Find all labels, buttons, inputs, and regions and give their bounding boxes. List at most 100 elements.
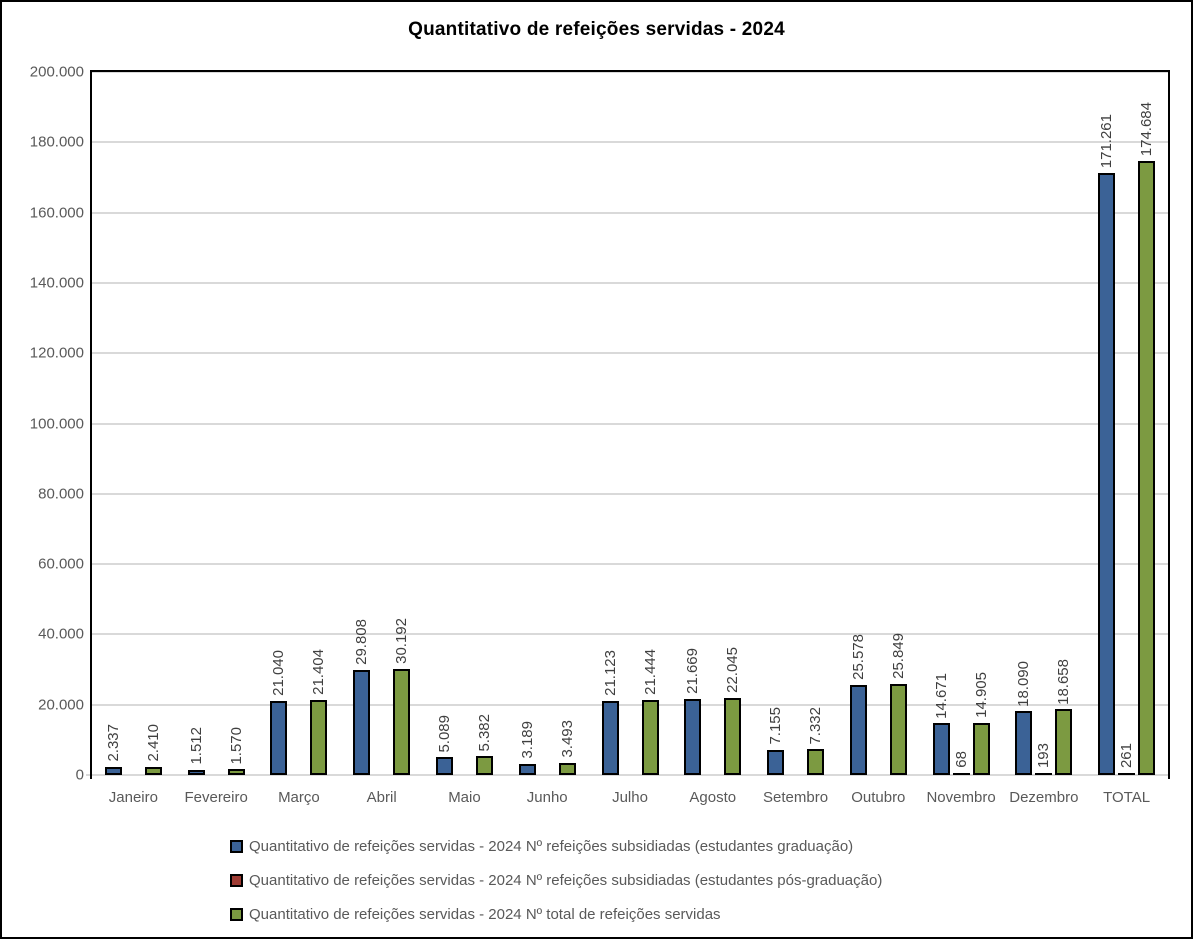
- bar-graduacao-abril: [353, 670, 371, 775]
- bar-value-label: 30.192: [392, 618, 412, 664]
- bar-value-label: 29.808: [352, 619, 372, 665]
- legend-swatch-icon: [230, 873, 243, 887]
- chart-title: Quantitativo de refeições servidas - 202…: [408, 19, 785, 40]
- bar-total-maio: [475, 756, 493, 775]
- bar-value-label: 68: [951, 751, 971, 768]
- x-axis-category-label: Outubro: [851, 789, 906, 806]
- bar-value-text: 14.671: [932, 672, 950, 719]
- bar-pos-graduacao-dezembro: [1035, 773, 1053, 775]
- bar-total-setembro: [807, 749, 825, 775]
- legend-swatch-icon: [230, 839, 243, 853]
- legend-swatch-icon: [230, 907, 243, 921]
- x-axis-category-label: Maio: [448, 789, 481, 806]
- bar-total-janeiro: [144, 766, 162, 775]
- bar-value-text: 3.493: [558, 720, 576, 758]
- bar-graduacao-maio: [435, 757, 453, 775]
- legend-label: Quantitativo de refeições servidas - 202…: [249, 871, 883, 889]
- bar-graduacao-total: [1098, 173, 1116, 775]
- bar-graduacao-agosto: [684, 698, 702, 775]
- bar-value-text: 193: [1035, 742, 1053, 768]
- x-axis-line: [86, 774, 1168, 776]
- x-axis-category-label: Dezembro: [1009, 789, 1079, 806]
- x-axis-category-label: Março: [278, 789, 320, 806]
- bar-graduacao-dezembro: [1015, 711, 1033, 775]
- x-axis-category-label: Novembro: [926, 789, 996, 806]
- gridline: [92, 563, 1168, 566]
- bar-value-label: 21.123: [600, 650, 620, 696]
- y-axis-tick-label: 40.000: [38, 625, 84, 643]
- bar-value-text: 14.905: [972, 671, 990, 718]
- bar-value-text: 29.808: [353, 619, 371, 666]
- y-axis-tick-label: 100.000: [29, 415, 84, 432]
- bar-value-label: 25.849: [888, 633, 908, 679]
- bar-graduacao-julho: [601, 700, 619, 775]
- y-axis-tick-label: 160.000: [29, 204, 84, 222]
- bar-value-text: 21.040: [270, 650, 288, 697]
- bar-value-text: 30.192: [393, 618, 411, 664]
- bar-value-text: 174.684: [1138, 101, 1156, 156]
- legend-label: Quantitativo de refeições servidas - 202…: [249, 837, 854, 855]
- x-axis-category-label: Agosto: [689, 789, 737, 806]
- bar-value-text: 25.578: [849, 634, 867, 681]
- bar-value-label: 14.671: [931, 673, 951, 719]
- bar-graduacao-novembro: [932, 723, 950, 775]
- bar-total-julho: [641, 699, 659, 775]
- bar-value-label: 171.261: [1097, 114, 1117, 168]
- bar-graduacao-janeiro: [104, 766, 122, 775]
- x-axis-category-label: Setembro: [763, 789, 829, 806]
- bar-value-label: 18.090: [1014, 661, 1034, 707]
- bar-value-text: 18.658: [1055, 658, 1073, 705]
- bar-value-text: 2.410: [144, 723, 162, 762]
- legend-item: Quantitativo de refeições servidas - 202…: [230, 829, 882, 863]
- bar-value-label: 21.669: [683, 648, 703, 694]
- bar-value-text: 1.512: [187, 727, 205, 765]
- chart-legend: Quantitativo de refeições servidas - 202…: [230, 829, 882, 931]
- bar-value-label: 21.404: [309, 649, 329, 695]
- bar-value-label: 7.332: [806, 707, 826, 745]
- bar-value-label: 3.189: [517, 721, 537, 759]
- bar-graduacao-junho: [518, 763, 536, 775]
- bar-graduacao-setembro: [767, 749, 785, 775]
- bar-total-fevereiro: [227, 769, 245, 775]
- bar-graduacao-fevereiro: [187, 769, 205, 775]
- bar-value-text: 25.849: [889, 633, 907, 680]
- y-axis-tick-label: 120.000: [29, 344, 84, 362]
- gridline: [92, 71, 1168, 73]
- bar-value-text: 3.189: [518, 721, 536, 759]
- bar-value-label: 261: [1117, 743, 1137, 768]
- bar-value-label: 22.045: [723, 647, 743, 693]
- bar-total-dezembro: [1055, 709, 1073, 775]
- gridline: [92, 703, 1168, 706]
- x-axis-category-label: Julho: [612, 789, 648, 806]
- bar-value-label: 2.337: [103, 724, 123, 762]
- bar-total-março: [310, 699, 328, 775]
- bar-value-text: 5.382: [475, 713, 493, 752]
- bar-total-agosto: [724, 697, 742, 775]
- bar-value-text: 2.337: [104, 724, 122, 762]
- bar-value-text: 68: [952, 751, 970, 768]
- y-axis-tick-label: 80.000: [38, 485, 84, 503]
- bar-total-abril: [393, 668, 411, 775]
- bar-value-text: 7.155: [767, 707, 785, 745]
- bar-value-label: 3.493: [557, 720, 577, 758]
- y-axis-tick-label: 0: [75, 766, 84, 784]
- legend-item: Quantitativo de refeições servidas - 202…: [230, 897, 882, 931]
- bar-value-text: 21.123: [601, 649, 619, 696]
- bar-value-text: 18.090: [1015, 660, 1033, 707]
- bar-value-text: 7.332: [807, 706, 825, 745]
- gridline: [92, 492, 1168, 495]
- legend-item: Quantitativo de refeições servidas - 202…: [230, 863, 882, 897]
- y-axis-tick-label: 180.000: [29, 133, 84, 151]
- bar-value-label: 14.905: [971, 672, 991, 718]
- bar-value-text: 21.669: [684, 647, 702, 694]
- bar-value-text: 261: [1118, 742, 1136, 768]
- gridline: [92, 141, 1168, 144]
- bar-value-label: 1.570: [226, 727, 246, 765]
- bar-value-label: 1.512: [186, 727, 206, 765]
- x-axis-category-label: Fevereiro: [184, 789, 248, 806]
- bar-value-text: 21.444: [641, 648, 659, 695]
- gridline: [92, 352, 1168, 355]
- bar-value-label: 21.444: [640, 649, 660, 695]
- bar-value-text: 171.261: [1098, 113, 1116, 169]
